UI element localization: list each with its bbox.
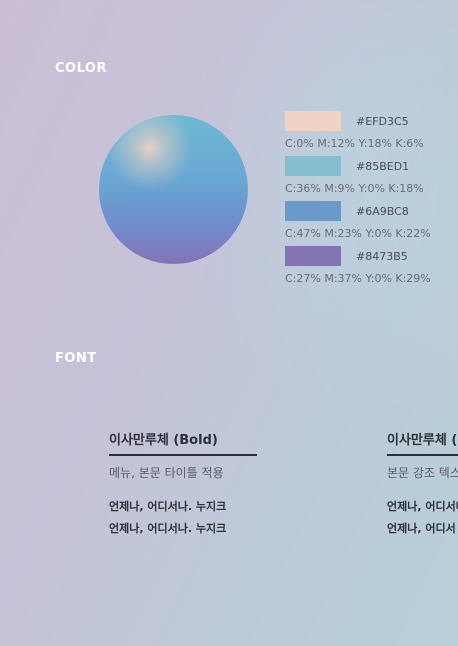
font-sample-text: 언제나, 어디서나 xyxy=(387,500,458,513)
font-divider xyxy=(109,454,257,456)
color-swatch xyxy=(285,246,341,266)
font-spec-block: 이사만루체 (Bold) 메뉴, 본문 타이틀 적용 언제나, 어디서나. 누지… xyxy=(109,432,329,537)
color-cmyk-label: C:36% M:9% Y:0% K:18% xyxy=(285,182,424,195)
font-usage: 본문 강조 텍스 xyxy=(387,466,458,480)
color-gradient-sphere xyxy=(99,115,248,264)
font-section-title: FONT xyxy=(55,351,97,366)
color-cmyk-label: C:27% M:37% Y:0% K:29% xyxy=(285,272,431,285)
color-hex-label: #85BED1 xyxy=(356,160,410,173)
color-swatch xyxy=(285,201,341,221)
color-hex-label: #8473B5 xyxy=(356,250,408,263)
color-swatch xyxy=(285,156,341,176)
font-sample-text: 언제나, 어디서나. 누지크 xyxy=(109,522,227,535)
font-sample-text: 언제나, 어디서나. 누지크 xyxy=(109,500,227,513)
color-swatch xyxy=(285,111,341,131)
font-sample-text: 언제나, 어디서 xyxy=(387,522,456,535)
color-cmyk-label: C:47% M:23% Y:0% K:22% xyxy=(285,227,431,240)
color-hex-label: #EFD3C5 xyxy=(356,115,409,128)
color-cmyk-label: C:0% M:12% Y:18% K:6% xyxy=(285,137,424,150)
font-spec-block: 이사만루체 (M 본문 강조 텍스 언제나, 어디서나 언제나, 어디서 xyxy=(387,432,458,537)
color-hex-label: #6A9BC8 xyxy=(356,205,409,218)
font-divider xyxy=(387,454,458,456)
font-usage: 메뉴, 본문 타이틀 적용 xyxy=(109,466,224,480)
font-name: 이사만루체 (M xyxy=(387,433,458,448)
color-section-title: COLOR xyxy=(55,61,107,76)
font-name: 이사만루체 (Bold) xyxy=(109,433,218,448)
